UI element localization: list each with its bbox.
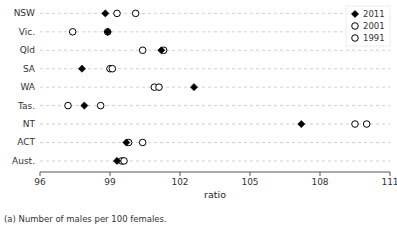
- point: [113, 157, 120, 164]
- point: [104, 28, 111, 35]
- category-label: NT: [23, 119, 36, 129]
- category-label: Aust.: [12, 156, 35, 166]
- point: [109, 65, 116, 72]
- tick-label: 96: [34, 177, 46, 187]
- tick-label: 108: [311, 177, 328, 187]
- series: [97, 10, 358, 164]
- point: [139, 139, 146, 146]
- tick-mark: [250, 172, 251, 176]
- point: [139, 47, 146, 54]
- category-label: WA: [20, 82, 35, 92]
- point: [78, 65, 85, 72]
- chart: NSW Vic. Qld SA WA Tas. NT ACT Aust. 96 99 102 105 10…: [0, 0, 397, 227]
- tick-label: 111: [381, 177, 397, 187]
- legend-label: 2011: [363, 9, 385, 19]
- grid-line: [40, 160, 390, 161]
- legend-label: 2001: [363, 21, 385, 31]
- grid: [40, 13, 390, 161]
- tick-label: 99: [104, 177, 116, 187]
- grid-line: [40, 68, 390, 69]
- grid-line: [40, 124, 390, 125]
- point: [132, 10, 139, 17]
- x-axis-label: ratio: [204, 189, 226, 200]
- tick-mark: [40, 172, 41, 176]
- x-axis: 96 99 102 105 108 111: [34, 172, 397, 187]
- legend-marker: [352, 23, 359, 30]
- point: [298, 120, 305, 127]
- point: [114, 10, 121, 17]
- category-label: NSW: [14, 8, 35, 18]
- category-label: SA: [23, 64, 36, 74]
- grid-line: [40, 31, 390, 32]
- legend-label: 1991: [363, 33, 385, 43]
- point: [69, 29, 76, 36]
- point: [158, 47, 165, 54]
- marks: [65, 10, 370, 165]
- legend-marker: [351, 10, 358, 17]
- point: [190, 84, 197, 91]
- grid-line: [40, 87, 390, 88]
- point: [156, 84, 163, 91]
- grid-line: [40, 142, 390, 143]
- point: [123, 139, 130, 146]
- point: [121, 158, 128, 165]
- footnote: (a) Number of males per 100 females.: [4, 214, 167, 224]
- tick-mark: [390, 172, 391, 176]
- category-label: ACT: [17, 137, 35, 147]
- legend-marker: [352, 35, 359, 42]
- point: [97, 102, 104, 109]
- tick-mark: [110, 172, 111, 176]
- grid-line: [40, 105, 390, 106]
- grid-line: [40, 13, 390, 14]
- legend-box: [346, 6, 390, 46]
- point: [102, 10, 109, 17]
- tick-mark: [320, 172, 321, 176]
- point: [363, 121, 370, 128]
- point: [65, 102, 72, 109]
- tick-label: 105: [241, 177, 258, 187]
- legend: 2011 2001 1991: [346, 6, 390, 46]
- point: [104, 29, 111, 36]
- tick-mark: [180, 172, 181, 176]
- series: [65, 10, 370, 164]
- category-label: Qld: [20, 45, 35, 55]
- series: [78, 10, 305, 165]
- category-label: Vic.: [19, 27, 35, 37]
- category-label: Tas.: [17, 101, 35, 111]
- point: [352, 121, 359, 128]
- point: [81, 102, 88, 109]
- tick-label: 102: [171, 177, 188, 187]
- grid-line: [40, 50, 390, 51]
- axis-line: [40, 172, 390, 173]
